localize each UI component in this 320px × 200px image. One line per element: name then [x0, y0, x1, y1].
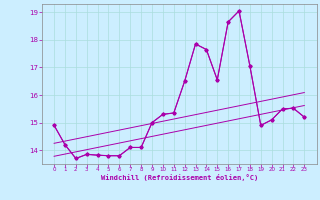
X-axis label: Windchill (Refroidissement éolien,°C): Windchill (Refroidissement éolien,°C) — [100, 174, 258, 181]
